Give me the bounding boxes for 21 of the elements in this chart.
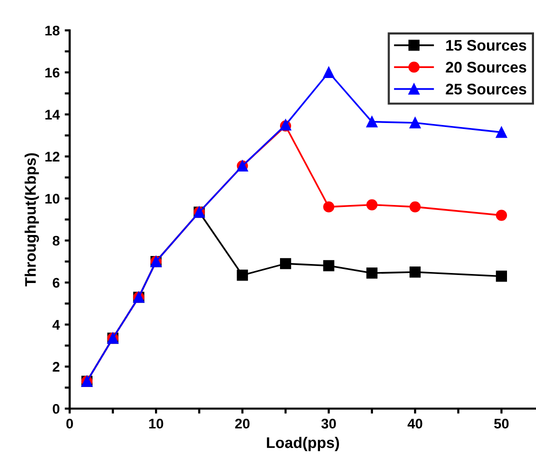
y-tick-label: 12 bbox=[45, 152, 60, 162]
x-tick-label: 30 bbox=[321, 418, 336, 429]
x-tick-label: 10 bbox=[149, 418, 164, 429]
y-axis-title: Throughput(Kbps) bbox=[24, 153, 39, 286]
y-tick-label: 8 bbox=[52, 236, 60, 246]
y-tick-label: 18 bbox=[45, 26, 60, 36]
legend-label: 20 Sources bbox=[446, 62, 526, 73]
x-tick-label: 20 bbox=[235, 418, 250, 429]
x-tick-label: 50 bbox=[494, 418, 509, 429]
legend-label: 15 Sources bbox=[446, 40, 526, 51]
y-tick-label: 0 bbox=[52, 404, 60, 414]
legend-label: 25 Sources bbox=[446, 84, 526, 95]
y-tick-label: 16 bbox=[45, 68, 60, 78]
y-tick-label: 4 bbox=[52, 320, 60, 330]
x-tick-label: 0 bbox=[66, 418, 73, 429]
y-tick-label: 10 bbox=[45, 194, 60, 204]
x-axis-title: Load(pps) bbox=[266, 436, 339, 452]
y-tick-label: 2 bbox=[52, 362, 60, 372]
y-tick-label: 6 bbox=[52, 278, 60, 288]
y-tick-label: 14 bbox=[45, 110, 60, 120]
x-tick-label: 40 bbox=[408, 418, 422, 429]
